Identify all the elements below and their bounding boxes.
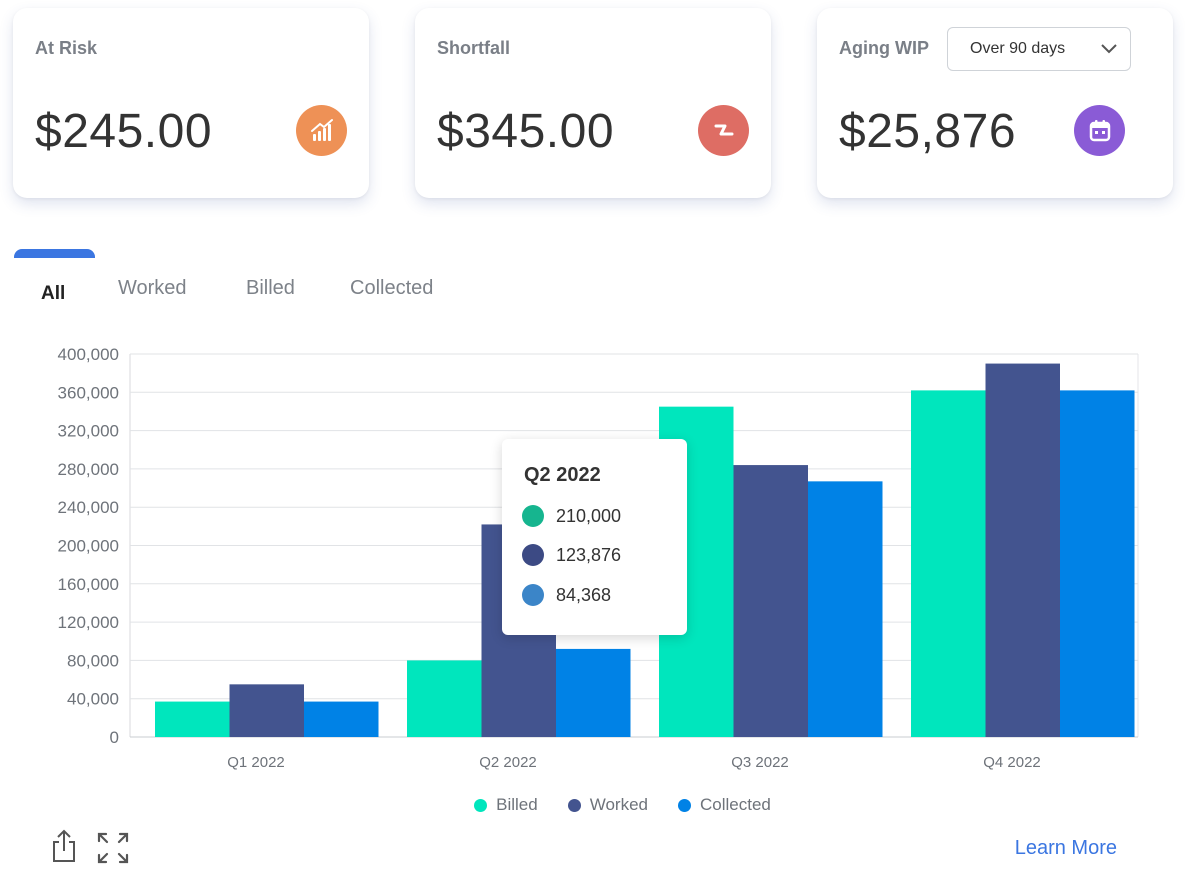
aging-filter-value: Over 90 days xyxy=(970,40,1066,57)
kpi-card-aging-wip: Aging WIP Over 90 days $25,876 xyxy=(817,8,1173,198)
chart-legend: Billed Worked Collected xyxy=(0,795,1185,815)
bar-worked xyxy=(229,684,304,737)
tab-all[interactable]: All xyxy=(41,283,66,304)
legend-item-worked[interactable]: Worked xyxy=(567,795,648,815)
tooltip-value: 210,000 xyxy=(556,505,622,526)
card-title: Aging WIP xyxy=(839,38,929,58)
card-value: $345.00 xyxy=(437,105,615,158)
y-tick-label: 360,000 xyxy=(58,383,119,402)
y-tick-label: 160,000 xyxy=(58,575,119,594)
kpi-card-shortfall: Shortfall $345.00 xyxy=(415,8,771,198)
bar-billed xyxy=(407,660,482,737)
chart-tooltip: Q2 2022 210,000 123,876 84,368 xyxy=(502,439,687,635)
tooltip-swatch xyxy=(522,544,544,566)
y-tick-label: 320,000 xyxy=(58,422,119,441)
bar-billed xyxy=(911,390,986,737)
bar-billed xyxy=(155,701,230,737)
x-tick-label: Q4 2022 xyxy=(983,754,1041,771)
y-tick-label: 280,000 xyxy=(58,460,119,479)
tooltip-value: 84,368 xyxy=(556,584,612,605)
legend-label: Billed xyxy=(496,795,538,814)
card-value: $245.00 xyxy=(35,105,213,158)
share-icon xyxy=(53,829,75,862)
chevron-down-icon xyxy=(1100,42,1118,60)
bar-collected xyxy=(304,701,379,737)
card-title: At Risk xyxy=(35,38,98,58)
card-title: Shortfall xyxy=(437,38,511,58)
bar-chart: 0 40,000 80,000 120,000 160,000 200,000 240,00… xyxy=(58,345,1139,771)
bar-chart-icon xyxy=(296,105,347,156)
kpi-card-at-risk: At Risk $245.00 xyxy=(13,8,369,198)
aging-filter-select[interactable]: Over 90 days xyxy=(947,27,1131,71)
expand-icon xyxy=(97,832,129,864)
legend-swatch xyxy=(474,798,488,812)
y-tick-label: 120,000 xyxy=(58,613,119,632)
active-tab-indicator xyxy=(14,249,95,258)
bar-collected xyxy=(1060,390,1135,737)
tooltip-title: Q2 2022 xyxy=(524,464,601,486)
x-tick-label: Q1 2022 xyxy=(227,754,285,771)
tab-collected[interactable]: Collected xyxy=(350,277,434,299)
bar-collected xyxy=(556,648,631,737)
calendar-icon xyxy=(1074,105,1125,156)
shortfall-zigzag-icon xyxy=(698,105,749,156)
tooltip-row: 84,368 xyxy=(522,584,611,606)
y-tick-label: 200,000 xyxy=(58,537,119,556)
share-button[interactable] xyxy=(50,828,78,869)
y-tick-label: 400,000 xyxy=(58,345,119,364)
y-tick-label: 0 xyxy=(110,728,119,747)
legend-swatch xyxy=(567,798,581,812)
tooltip-value: 123,876 xyxy=(556,544,622,565)
bar-collected xyxy=(808,481,883,737)
legend-item-collected[interactable]: Collected xyxy=(677,795,771,815)
x-tick-label: Q2 2022 xyxy=(479,754,537,771)
legend-swatch xyxy=(677,798,691,812)
tooltip-swatch xyxy=(522,584,544,606)
learn-more-link[interactable]: Learn More xyxy=(1014,837,1117,859)
legend-label: Worked xyxy=(589,795,648,814)
tooltip-row: 210,000 xyxy=(522,505,621,527)
tab-worked[interactable]: Worked xyxy=(118,277,187,299)
x-tick-label: Q3 2022 xyxy=(731,754,789,771)
fullscreen-button[interactable] xyxy=(97,832,129,869)
y-tick-label: 80,000 xyxy=(67,651,119,670)
tooltip-swatch xyxy=(522,505,544,527)
bar-worked xyxy=(985,363,1060,737)
y-tick-label: 40,000 xyxy=(67,690,119,709)
y-tick-label: 240,000 xyxy=(58,498,119,517)
tab-billed[interactable]: Billed xyxy=(246,277,295,299)
card-value: $25,876 xyxy=(839,105,1017,158)
legend-label: Collected xyxy=(699,795,771,814)
legend-item-billed[interactable]: Billed xyxy=(474,795,538,815)
bar-worked xyxy=(733,465,808,737)
tooltip-row: 123,876 xyxy=(522,544,621,566)
